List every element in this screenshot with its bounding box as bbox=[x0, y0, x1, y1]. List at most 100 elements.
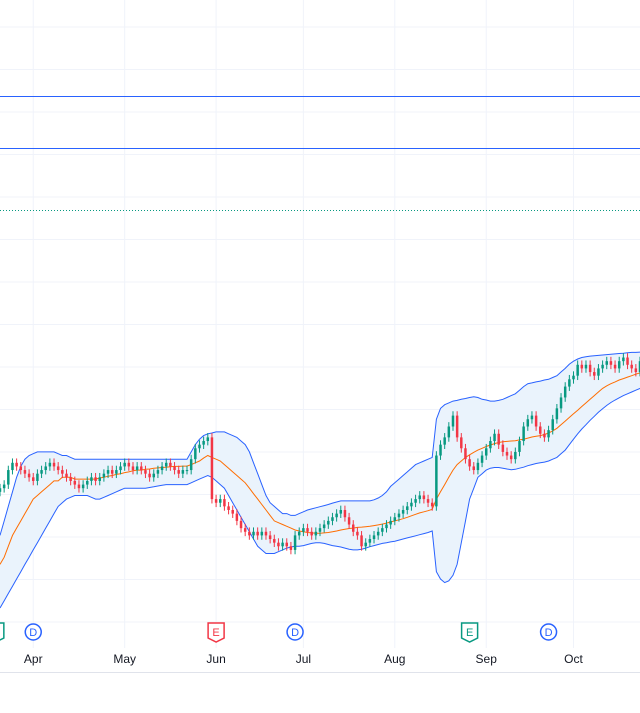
candle bbox=[514, 447, 517, 464]
candle-body bbox=[194, 448, 197, 460]
candle-body bbox=[410, 502, 413, 507]
candle-body bbox=[73, 480, 77, 485]
candle-body bbox=[160, 466, 164, 471]
candle-body bbox=[277, 542, 280, 547]
candle-body bbox=[264, 531, 268, 536]
candle-body bbox=[439, 444, 442, 456]
candle bbox=[389, 516, 392, 529]
candle-body bbox=[98, 477, 101, 481]
candle bbox=[219, 494, 222, 508]
candle-body bbox=[430, 502, 434, 507]
month-tick-label: Aug bbox=[384, 652, 405, 666]
candle bbox=[77, 480, 81, 493]
candle-body bbox=[605, 361, 608, 365]
candle bbox=[135, 462, 139, 475]
candle-body bbox=[343, 509, 347, 518]
candle bbox=[102, 469, 106, 482]
candle bbox=[584, 360, 588, 373]
candle-body bbox=[164, 462, 168, 467]
candle bbox=[597, 364, 600, 381]
candle-body bbox=[518, 441, 521, 452]
candle-body bbox=[422, 495, 426, 500]
earnings-event-icon[interactable]: E bbox=[207, 622, 225, 643]
candle-body bbox=[285, 542, 288, 547]
bollinger-bands bbox=[0, 351, 640, 609]
candle-body bbox=[435, 455, 438, 507]
candle-body bbox=[40, 470, 43, 474]
candle-body bbox=[530, 415, 534, 420]
candle bbox=[439, 440, 442, 460]
dividend-event-icon[interactable]: D bbox=[539, 623, 558, 641]
candle-body bbox=[381, 528, 384, 532]
candle bbox=[106, 465, 110, 479]
candle bbox=[131, 462, 135, 475]
dividend-event-icon[interactable]: D bbox=[24, 623, 42, 641]
candle-body bbox=[489, 441, 492, 449]
candle bbox=[210, 433, 214, 504]
candle bbox=[343, 505, 347, 522]
candle-body bbox=[505, 451, 509, 456]
candle-body bbox=[281, 542, 284, 547]
candle bbox=[327, 516, 330, 529]
month-tick-label: Jul bbox=[296, 652, 311, 666]
candle bbox=[360, 531, 363, 551]
candlesticks bbox=[0, 353, 640, 555]
candle bbox=[443, 433, 446, 450]
candle-body bbox=[509, 455, 513, 460]
candle bbox=[505, 447, 509, 460]
candle bbox=[451, 411, 455, 431]
candle bbox=[293, 531, 297, 555]
candle-body bbox=[65, 473, 68, 478]
candle bbox=[522, 422, 525, 446]
earnings-event-icon[interactable]: E bbox=[0, 622, 5, 642]
candle-body bbox=[302, 528, 305, 532]
candle bbox=[65, 469, 68, 482]
candle-body bbox=[580, 364, 584, 369]
candle bbox=[11, 458, 14, 475]
candle bbox=[185, 465, 189, 475]
candle bbox=[206, 433, 210, 446]
candle-body bbox=[140, 466, 143, 471]
candle bbox=[422, 491, 426, 504]
candle-body bbox=[584, 364, 588, 369]
candle-body bbox=[613, 364, 617, 369]
candle-body bbox=[148, 473, 151, 478]
month-tick-label: Oct bbox=[564, 652, 583, 666]
candle bbox=[347, 512, 351, 529]
event-letter: E bbox=[212, 627, 219, 639]
candle-body bbox=[322, 524, 326, 529]
candle bbox=[568, 374, 571, 391]
dividend-event-icon[interactable]: D bbox=[286, 623, 304, 641]
candle-body bbox=[90, 477, 93, 481]
event-markers: EDEDED bbox=[0, 622, 558, 643]
candle bbox=[609, 356, 613, 370]
candle-body bbox=[572, 375, 575, 380]
candle-body bbox=[144, 470, 147, 474]
candle-body bbox=[347, 517, 351, 525]
candle-body bbox=[243, 528, 247, 532]
candle bbox=[352, 520, 355, 537]
candle-body bbox=[501, 444, 505, 452]
candle bbox=[69, 472, 72, 486]
candle bbox=[248, 527, 251, 540]
candle-body bbox=[293, 535, 297, 550]
candle bbox=[198, 440, 201, 453]
candle bbox=[406, 502, 409, 515]
candle-body bbox=[102, 473, 106, 478]
month-tick-label: Apr bbox=[24, 652, 43, 666]
candle-body bbox=[335, 513, 338, 518]
candle-body bbox=[451, 415, 455, 427]
candle bbox=[364, 538, 367, 551]
candle bbox=[638, 356, 640, 377]
candle bbox=[27, 469, 31, 482]
candle bbox=[86, 476, 89, 489]
candle bbox=[622, 353, 625, 366]
candle bbox=[393, 512, 397, 526]
candle bbox=[32, 472, 35, 486]
earnings-event-icon[interactable]: E bbox=[460, 622, 479, 643]
candle-body bbox=[460, 437, 463, 449]
candle bbox=[484, 443, 488, 460]
candle bbox=[588, 360, 592, 377]
